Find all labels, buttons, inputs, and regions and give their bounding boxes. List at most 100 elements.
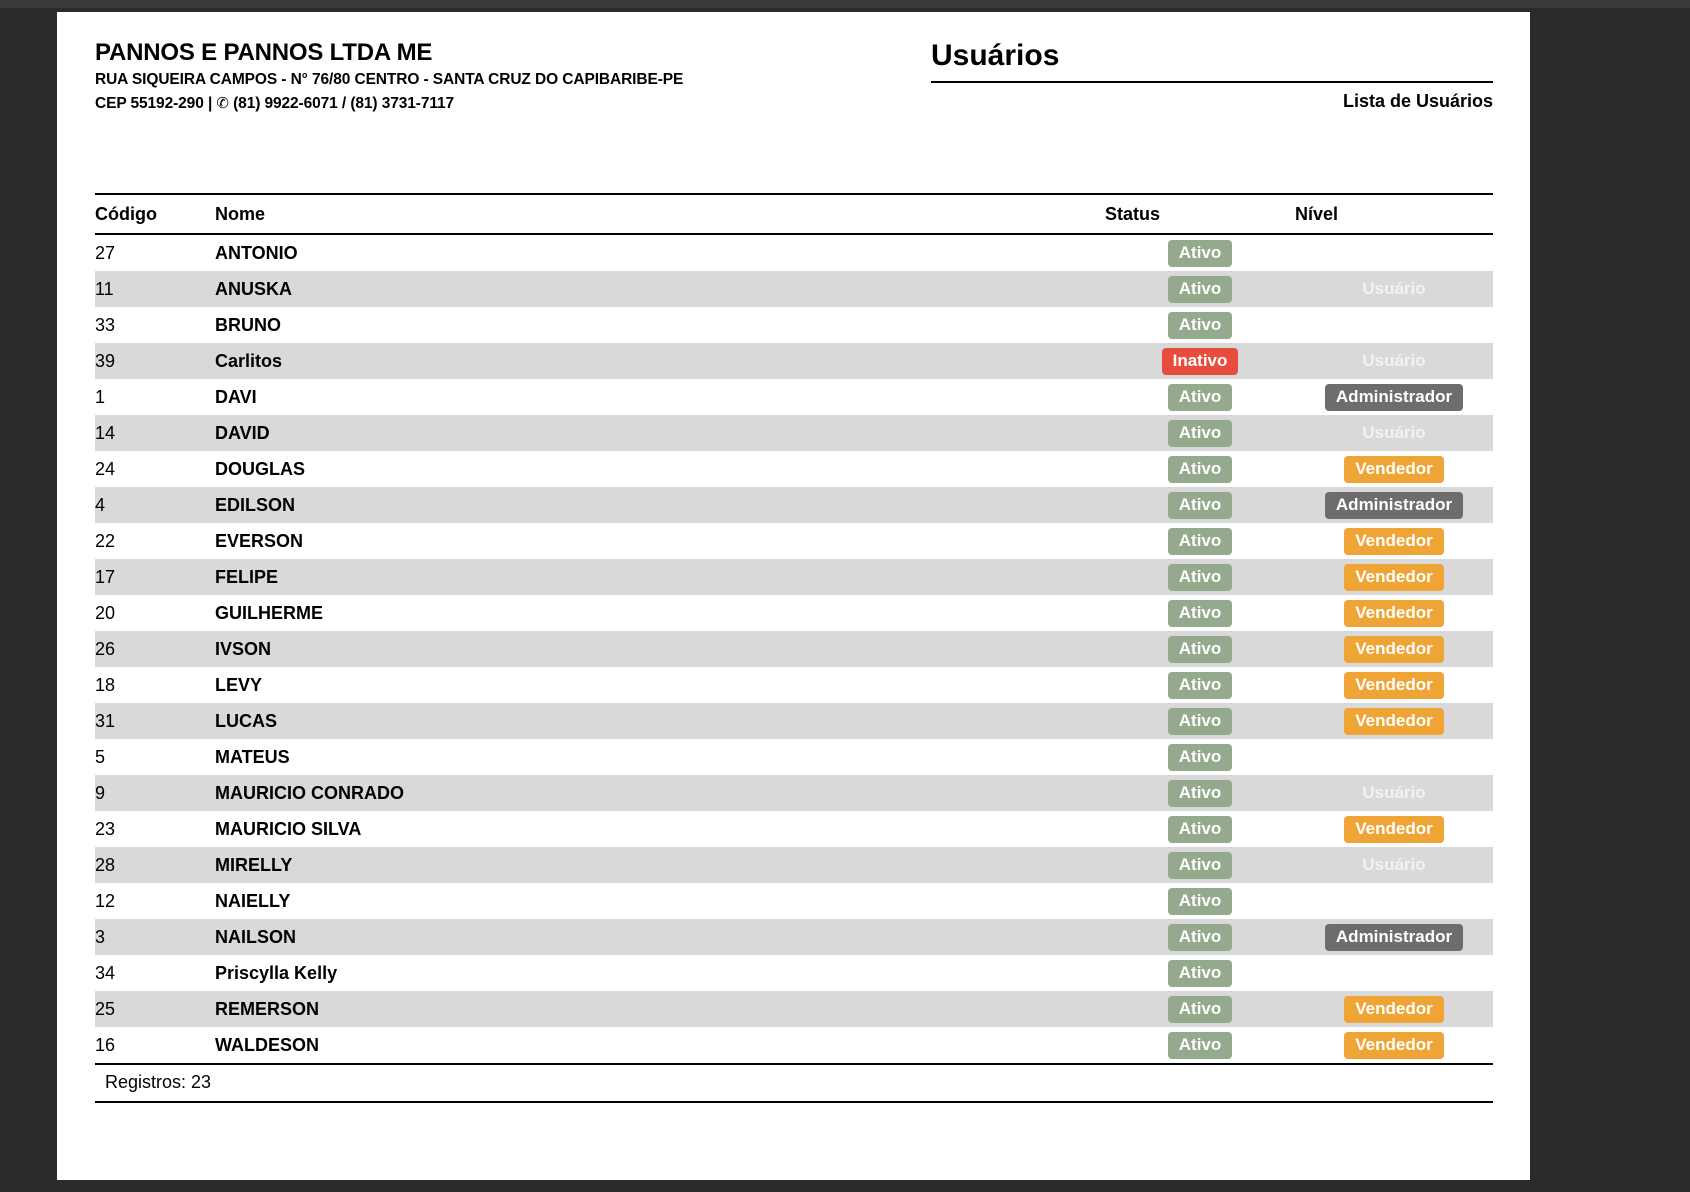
cell-nivel	[1295, 739, 1493, 775]
status-badge: Ativo	[1167, 887, 1233, 915]
cell-nome: IVSON	[215, 631, 1105, 667]
table-row[interactable]: 20 GUILHERME Ativo Vendedor	[95, 595, 1493, 631]
table-row[interactable]: 17 FELIPE Ativo Vendedor	[95, 559, 1493, 595]
users-table-body: 27 ANTONIO Ativo 11 ANUSKA Ativo Usuário 33 BRUN…	[95, 234, 1493, 1063]
report-subtitle: Lista de Usuários	[1342, 91, 1493, 111]
company-contact: CEP 55192-290 | ✆ (81) 9922-6071 / (81) …	[95, 92, 895, 116]
table-row[interactable]: 18 LEVY Ativo Vendedor	[95, 667, 1493, 703]
cell-codigo: 9	[95, 775, 215, 811]
status-badge: Ativo	[1167, 563, 1233, 591]
nivel-badge: Administrador	[1324, 923, 1464, 951]
cell-nome: WALDESON	[215, 1034, 320, 1055]
document-header: PANNOS E PANNOS LTDA ME RUA SIQUEIRA CAM…	[95, 38, 1493, 146]
cell-codigo: 39	[95, 343, 215, 379]
nivel-badge: Vendedor	[1344, 815, 1444, 843]
table-row[interactable]: 34 Priscylla Kelly Ativo	[95, 955, 1493, 991]
cell-nivel: Usuário	[1295, 775, 1493, 811]
nivel-badge: Vendedor	[1344, 671, 1444, 699]
cell-status: Ativo	[1105, 595, 1295, 631]
cell-codigo: 16	[95, 1034, 116, 1055]
table-row[interactable]: 1 DAVI Ativo Administrador	[95, 379, 1493, 415]
cell-nome: DAVI	[215, 386, 257, 407]
cell-nome: GUILHERME	[215, 602, 323, 623]
table-header-row: Código Nome Status Nível	[95, 195, 1493, 235]
cell-status: Ativo	[1105, 307, 1295, 343]
document-page: PANNOS E PANNOS LTDA ME RUA SIQUEIRA CAM…	[57, 12, 1530, 1180]
cell-codigo: 12	[95, 890, 116, 911]
company-name: PANNOS E PANNOS LTDA ME	[95, 39, 433, 66]
table-row[interactable]: 4 EDILSON Ativo Administrador	[95, 487, 1493, 523]
status-badge: Ativo	[1167, 527, 1233, 555]
table-row[interactable]: 33 BRUNO Ativo	[95, 307, 1493, 343]
cell-status: Ativo	[1105, 451, 1295, 487]
company-cep: CEP 55192-290	[95, 95, 204, 112]
cell-status: Ativo	[1105, 775, 1295, 811]
column-header-nome: Nome	[215, 195, 1105, 235]
table-row[interactable]: 28 MIRELLY Ativo Usuário	[95, 847, 1493, 883]
status-badge: Ativo	[1167, 635, 1233, 663]
table-row[interactable]: 11 ANUSKA Ativo Usuário	[95, 271, 1493, 307]
table-row[interactable]: 16 WALDESON Ativo Vendedor	[95, 1027, 1493, 1063]
status-badge: Ativo	[1167, 491, 1233, 519]
table-row[interactable]: 14 DAVID Ativo Usuário	[95, 415, 1493, 451]
cell-codigo: 23	[95, 818, 116, 839]
users-table-head: Código Nome Status Nível	[95, 195, 1493, 235]
table-row[interactable]: 9 MAURICIO CONRADO Ativo Usuário	[95, 775, 1493, 811]
cell-nivel: Administrador	[1295, 379, 1493, 415]
cell-status: Ativo	[1105, 955, 1295, 991]
cell-codigo: 27	[95, 242, 116, 263]
nivel-badge: Administrador	[1324, 383, 1464, 411]
nivel-badge: Vendedor	[1344, 995, 1444, 1023]
table-row[interactable]: 25 REMERSON Ativo Vendedor	[95, 991, 1493, 1027]
nivel-badge: Vendedor	[1344, 599, 1444, 627]
nivel-badge: Usuário	[1362, 350, 1426, 370]
company-phones: (81) 9922-6071 / (81) 3731-7117	[233, 95, 455, 112]
cell-nivel: Vendedor	[1295, 523, 1493, 559]
cell-nivel: Vendedor	[1295, 451, 1493, 487]
table-row[interactable]: 12 NAIELLY Ativo	[95, 883, 1493, 919]
cell-codigo: 26	[95, 631, 215, 667]
table-row[interactable]: 26 IVSON Ativo Vendedor	[95, 631, 1493, 667]
status-badge: Ativo	[1167, 311, 1233, 339]
cell-status: Ativo	[1105, 234, 1295, 271]
cell-status: Ativo	[1105, 559, 1295, 595]
status-badge: Ativo	[1167, 779, 1233, 807]
table-row[interactable]: 31 LUCAS Ativo Vendedor	[95, 703, 1493, 739]
status-badge: Ativo	[1167, 599, 1233, 627]
cell-codigo: 3	[95, 919, 215, 955]
table-row[interactable]: 39 Carlitos Inativo Usuário	[95, 343, 1493, 379]
cell-status: Ativo	[1105, 739, 1295, 775]
cell-status: Ativo	[1105, 703, 1295, 739]
table-row[interactable]: 24 DOUGLAS Ativo Vendedor	[95, 451, 1493, 487]
cell-nome: REMERSON	[215, 991, 1105, 1027]
table-row[interactable]: 22 EVERSON Ativo Vendedor	[95, 523, 1493, 559]
cell-nivel: Administrador	[1295, 487, 1493, 523]
cell-nivel	[1295, 234, 1493, 271]
nivel-badge: Vendedor	[1344, 707, 1444, 735]
cell-nivel: Vendedor	[1295, 559, 1493, 595]
cell-nome: LEVY	[215, 674, 263, 695]
cell-nivel	[1295, 955, 1493, 991]
table-row[interactable]: 23 MAURICIO SILVA Ativo Vendedor	[95, 811, 1493, 847]
status-badge: Inativo	[1161, 347, 1239, 375]
cell-nivel	[1295, 307, 1493, 343]
nivel-badge: Administrador	[1324, 491, 1464, 519]
cell-status: Ativo	[1105, 883, 1295, 919]
cell-nome: MATEUS	[215, 746, 290, 767]
cell-status: Ativo	[1105, 1027, 1295, 1063]
cell-nome: MIRELLY	[215, 847, 1105, 883]
cell-nome: EDILSON	[215, 487, 1105, 523]
status-badge: Ativo	[1167, 959, 1233, 987]
cell-status: Ativo	[1105, 415, 1295, 451]
table-row[interactable]: 3 NAILSON Ativo Administrador	[95, 919, 1493, 955]
cell-nome: Priscylla Kelly	[215, 962, 338, 983]
cell-status: Ativo	[1105, 991, 1295, 1027]
cell-nivel	[1295, 883, 1493, 919]
cell-nivel: Vendedor	[1295, 667, 1493, 703]
table-row[interactable]: 27 ANTONIO Ativo	[95, 234, 1493, 271]
contact-separator: |	[207, 95, 213, 112]
cell-status: Ativo	[1105, 811, 1295, 847]
cell-codigo: 1	[95, 386, 106, 407]
table-row[interactable]: 5 MATEUS Ativo	[95, 739, 1493, 775]
cell-nivel: Vendedor	[1295, 991, 1493, 1027]
